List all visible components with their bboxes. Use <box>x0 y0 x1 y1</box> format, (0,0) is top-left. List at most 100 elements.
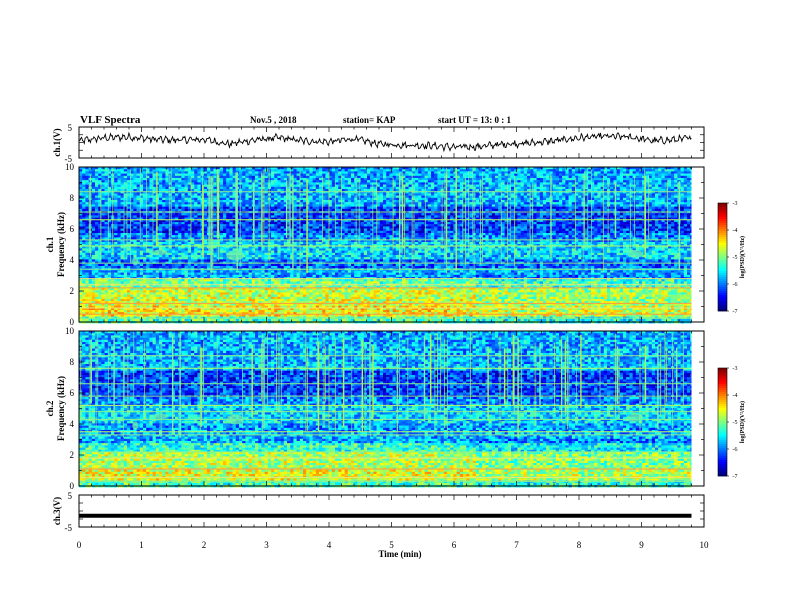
spectrogram-cell <box>409 196 412 198</box>
spectrogram-cell <box>271 176 274 178</box>
spectrogram-cell <box>517 207 520 209</box>
spectrogram-cell <box>293 187 296 189</box>
spectrogram-cell <box>325 200 328 202</box>
spectrogram-cell <box>428 169 431 171</box>
spectrogram-cell <box>175 169 178 171</box>
spectrogram-cell <box>226 169 229 171</box>
spectrogram-cell <box>431 193 434 195</box>
spectrogram-cell <box>373 215 376 217</box>
spectrogram-cell <box>85 202 88 204</box>
spectrogram-cell <box>594 180 597 182</box>
spectrogram-cell <box>178 189 181 191</box>
spectrogram-cell <box>521 207 524 209</box>
spectrogram-cell <box>485 198 488 200</box>
spectrogram-cell <box>271 207 274 209</box>
spectrogram-cell <box>690 185 691 187</box>
spectrogram-cell <box>229 180 232 182</box>
spectrogram-cell <box>213 169 216 171</box>
spectrogram-cell <box>540 196 543 198</box>
spectrogram-cell <box>249 207 252 209</box>
spectrogram-cell <box>511 207 514 209</box>
spectrogram-cell <box>421 215 424 217</box>
spectrogram-cell <box>322 171 325 173</box>
spectrogram-cell <box>245 193 248 195</box>
spectrogram-cell <box>380 213 383 215</box>
spectrogram-cell <box>505 180 508 182</box>
spectrogram-cell <box>450 215 453 217</box>
spectrogram-cell <box>540 169 543 171</box>
spectrogram-cell <box>607 178 610 180</box>
spectrogram-cell <box>505 169 508 171</box>
spectrogram-cell <box>242 196 245 198</box>
spectrogram-cell <box>191 176 194 178</box>
spectrogram-cell <box>505 178 508 180</box>
spectrogram-cell <box>476 196 479 198</box>
spectrogram-cell <box>565 187 568 189</box>
spectrogram-cell <box>258 207 261 209</box>
spectrogram-cell <box>495 185 498 187</box>
spectrogram-cell <box>524 169 527 171</box>
spectrogram-cell <box>95 222 98 224</box>
spectrogram-cell <box>409 193 412 195</box>
spectrogram-cell <box>668 198 671 200</box>
spectrogram-cell <box>255 185 258 187</box>
spectrogram-cell <box>172 182 175 184</box>
spectrogram-cell <box>553 215 556 217</box>
spectrogram-cell <box>143 198 146 200</box>
spectrogram-cell <box>415 196 418 198</box>
spectrogram-cell <box>313 169 316 171</box>
spectrogram-cell <box>517 193 520 195</box>
spectrogram-cell <box>239 178 242 180</box>
spectrogram-cell <box>668 174 671 176</box>
spectrogram-cell <box>655 213 658 215</box>
spectrogram-cell <box>607 182 610 184</box>
spectrogram-cell <box>501 185 504 187</box>
spectrogram-cell <box>620 193 623 195</box>
spectrogram-cell <box>197 189 200 191</box>
spectrogram-cell <box>293 198 296 200</box>
spectrogram-cell <box>543 213 546 215</box>
spectrogram-cell <box>220 171 223 173</box>
spectrogram-cell <box>172 222 175 224</box>
spectrogram-cell <box>249 178 252 180</box>
spectrogram-cell <box>364 189 367 191</box>
spectrogram-cell <box>197 185 200 187</box>
spectrogram-cell <box>82 189 85 191</box>
spectrogram-cell <box>303 178 306 180</box>
spectrogram-cell <box>133 204 136 206</box>
spectrogram-cell <box>223 171 226 173</box>
spectrogram-cell <box>489 178 492 180</box>
spectrogram-cell <box>117 202 120 204</box>
spectrogram-cell <box>258 182 261 184</box>
spectrogram-cell <box>181 202 184 204</box>
spectrogram-cell <box>533 209 536 211</box>
spectrogram-cell <box>684 176 687 178</box>
spectrogram-cell <box>229 187 232 189</box>
spectrogram-cell <box>639 171 642 173</box>
spectrogram-cell <box>117 207 120 209</box>
spectrogram-cell <box>521 185 524 187</box>
spectrogram-cell <box>431 196 434 198</box>
spectrogram-cell <box>658 180 661 182</box>
spectrogram-cell <box>181 189 184 191</box>
spectrogram-cell <box>380 178 383 180</box>
spectrogram-cell <box>121 176 124 178</box>
spectrogram-cell <box>178 209 181 211</box>
spectrogram-cell <box>425 198 428 200</box>
spectrogram-cell <box>316 187 319 189</box>
spectrogram-cell <box>101 185 104 187</box>
spectrogram-cell <box>229 171 232 173</box>
spectrogram-cell <box>338 204 341 206</box>
spectrogram-cell <box>290 169 293 171</box>
spectrogram-cell <box>495 174 498 176</box>
spectrogram-cell <box>661 213 664 215</box>
spectrogram-cell <box>690 213 691 215</box>
spectrogram-cell <box>572 176 575 178</box>
spectrogram-cell <box>556 207 559 209</box>
spectrogram-cell <box>562 169 565 171</box>
spectrogram-cell <box>441 169 444 171</box>
spectrogram-cell <box>271 198 274 200</box>
spectrogram-cell <box>380 200 383 202</box>
spectrogram-cell <box>537 202 540 204</box>
spectrogram-cell <box>373 171 376 173</box>
